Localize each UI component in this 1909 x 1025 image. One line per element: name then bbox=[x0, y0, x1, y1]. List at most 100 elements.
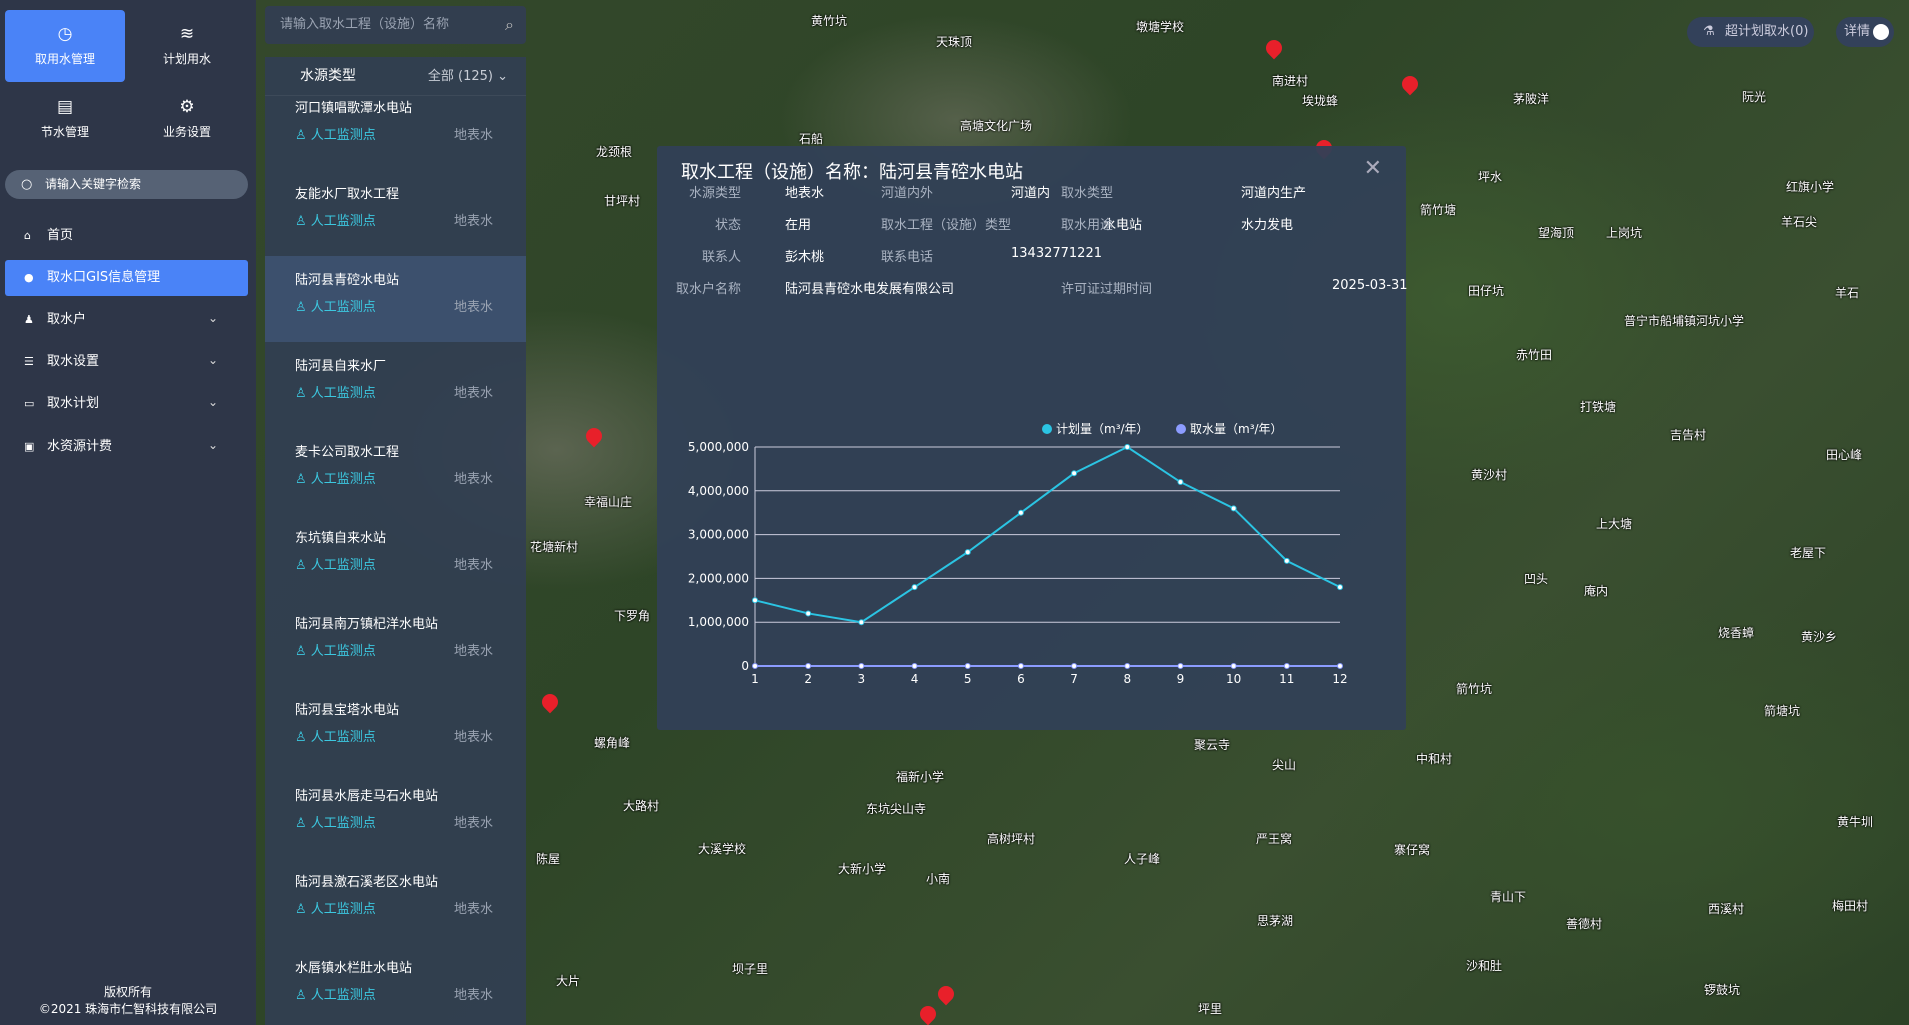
list-item[interactable]: 陆河县自来水厂 ♙ 人工监测点 地表水 bbox=[265, 342, 526, 428]
keyword-search-input[interactable]: ○ 请输入关键字检索 bbox=[5, 170, 248, 199]
user-icon: ♙ bbox=[295, 128, 307, 143]
data-point bbox=[752, 663, 758, 669]
list-item[interactable]: 河口镇唱歌潭水电站 ♙ 人工监测点 地表水 bbox=[265, 84, 526, 170]
map-label: 严王窝 bbox=[1256, 832, 1293, 846]
facility-name: 东坑镇自来水站 bbox=[295, 531, 387, 546]
map-marker-pin[interactable] bbox=[916, 1002, 940, 1025]
menu-label: 取水户 bbox=[47, 312, 87, 327]
map-label: 沙和肚 bbox=[1466, 959, 1503, 973]
map-label: 普宁市船埔镇河坑小学 bbox=[1624, 314, 1745, 328]
menu-water-billing[interactable]: ▣ 水资源计费 ⌄ bbox=[5, 429, 248, 465]
map-label: 高树坪村 bbox=[987, 832, 1036, 846]
list-item[interactable]: 陆河县水唇走马石水电站 ♙ 人工监测点 地表水 bbox=[265, 772, 526, 858]
legend-label: 计划量（m³/年） bbox=[1056, 422, 1149, 436]
search-icon: ○ bbox=[21, 177, 33, 192]
search-icon[interactable]: ⌕ bbox=[505, 15, 514, 34]
chart-icon: ▣ bbox=[24, 440, 35, 453]
map-marker-pin[interactable] bbox=[582, 424, 606, 448]
list-item[interactable]: 陆河县南万镇杞洋水电站 ♙ 人工监测点 地表水 bbox=[265, 600, 526, 686]
nav-label: 业务设置 bbox=[162, 125, 211, 139]
field-value: 地表水 bbox=[785, 186, 825, 201]
map-label: 幸福山庄 bbox=[584, 495, 633, 509]
menu-water-plan[interactable]: ▭ 取水计划 ⌄ bbox=[5, 386, 248, 422]
map-marker-pin[interactable] bbox=[934, 982, 958, 1006]
search-placeholder: 请输入取水工程（设施）名称 bbox=[280, 17, 450, 32]
detail-toggle[interactable]: 详情 bbox=[1836, 17, 1894, 47]
map-label: 阮光 bbox=[1742, 90, 1767, 104]
field-value: 河道内 bbox=[1011, 186, 1051, 201]
data-point bbox=[805, 663, 812, 669]
filter-dropdown[interactable]: 全部 (125) ⌄ bbox=[428, 57, 508, 96]
field-value: 水电站 bbox=[1103, 218, 1143, 233]
map-label: 埃垅蜂 bbox=[1302, 94, 1339, 108]
map-label: 大路村 bbox=[623, 799, 660, 813]
nav-water-management[interactable]: ◷ 取用水管理 bbox=[5, 10, 125, 82]
map-label: 人子峰 bbox=[1124, 852, 1161, 866]
nav-business-settings[interactable]: ⚙ 业务设置 bbox=[127, 83, 247, 155]
map-marker-pin[interactable] bbox=[538, 690, 562, 714]
user-icon: ♙ bbox=[295, 902, 307, 917]
facility-name: 陆河县南万镇杞洋水电站 bbox=[295, 617, 439, 632]
database-icon: ☰ bbox=[24, 355, 34, 368]
water-type: 地表水 bbox=[454, 644, 494, 659]
menu-label: 水资源计费 bbox=[47, 439, 113, 454]
water-source-filter[interactable]: 水源类型 全部 (125) ⌄ bbox=[265, 57, 526, 96]
monitor-type: ♙ 人工监测点 bbox=[295, 382, 376, 401]
dialog-title: 取水工程（设施）名称：陆河县青硿水电站 bbox=[681, 162, 1023, 183]
search-placeholder: 请输入关键字检索 bbox=[45, 177, 142, 191]
list-item[interactable]: 陆河县激石溪老区水电站 ♙ 人工监测点 地表水 bbox=[265, 858, 526, 944]
nav-water-saving[interactable]: ▤ 节水管理 bbox=[5, 83, 125, 155]
over-plan-button[interactable]: ⚗ 超计划取水(0) bbox=[1687, 17, 1814, 47]
menu-label: 取水计划 bbox=[47, 396, 100, 411]
map-label: 打铁塘 bbox=[1580, 400, 1617, 414]
facility-name: 陆河县自来水厂 bbox=[295, 359, 387, 374]
map-label: 青山下 bbox=[1490, 890, 1527, 904]
x-tick-label: 6 bbox=[1017, 672, 1025, 686]
list-item[interactable]: 陆河县青硿水电站 ♙ 人工监测点 地表水 bbox=[265, 256, 526, 342]
facility-name: 河口镇唱歌潭水电站 bbox=[295, 101, 413, 116]
data-point bbox=[752, 597, 758, 604]
monitor-type: ♙ 人工监测点 bbox=[295, 812, 376, 831]
list-item[interactable]: 麦卡公司取水工程 ♙ 人工监测点 地表水 bbox=[265, 428, 526, 514]
water-type: 地表水 bbox=[454, 730, 494, 745]
water-type: 地表水 bbox=[454, 128, 494, 143]
user-icon: ♙ bbox=[295, 816, 307, 831]
list-item[interactable]: 东坑镇自来水站 ♙ 人工监测点 地表水 bbox=[265, 514, 526, 600]
map-marker-pin[interactable] bbox=[1262, 36, 1286, 60]
list-item[interactable]: 友能水厂取水工程 ♙ 人工监测点 地表水 bbox=[265, 170, 526, 256]
monitor-type: ♙ 人工监测点 bbox=[295, 898, 376, 917]
user-icon: ♙ bbox=[295, 386, 307, 401]
legend-label: 取水量（m³/年） bbox=[1190, 422, 1283, 436]
menu-home[interactable]: ⌂ 首页 bbox=[5, 218, 248, 254]
water-type: 地表水 bbox=[454, 558, 494, 573]
nav-planned-water[interactable]: ≋ 计划用水 bbox=[127, 10, 247, 82]
menu-water-users[interactable]: ♟ 取水户 ⌄ bbox=[5, 302, 248, 338]
user-icon: ♙ bbox=[295, 214, 307, 229]
map-label: 黄沙乡 bbox=[1801, 630, 1838, 644]
facility-name: 友能水厂取水工程 bbox=[295, 187, 400, 202]
data-point bbox=[1283, 663, 1290, 669]
monitor-type: ♙ 人工监测点 bbox=[295, 124, 376, 143]
data-point bbox=[1230, 505, 1237, 512]
field-label: 取水户名称 bbox=[675, 282, 741, 297]
user-icon: ♙ bbox=[295, 300, 307, 315]
water-type: 地表水 bbox=[454, 988, 494, 1003]
menu-gis[interactable]: ● 取水口GIS信息管理 bbox=[5, 260, 248, 296]
map-label: 天珠顶 bbox=[936, 35, 973, 49]
monitor-type: ♙ 人工监测点 bbox=[295, 210, 376, 229]
list-item[interactable]: 陆河县宝塔水电站 ♙ 人工监测点 地表水 bbox=[265, 686, 526, 772]
monitor-label: 人工监测点 bbox=[310, 472, 376, 487]
map-marker-pin[interactable] bbox=[1398, 72, 1422, 96]
waves-icon: ≋ bbox=[179, 24, 195, 44]
list-item[interactable]: 水唇镇水栏肚水电站 ♙ 人工监测点 地表水 bbox=[265, 944, 526, 1025]
field-label: 水源类型 bbox=[688, 186, 741, 201]
monitor-type: ♙ 人工监测点 bbox=[295, 296, 376, 315]
close-icon[interactable]: ✕ bbox=[1363, 156, 1382, 181]
user-icon: ♟ bbox=[24, 313, 34, 326]
field-label: 联系人 bbox=[701, 250, 741, 265]
y-tick-label: 1,000,000 bbox=[688, 615, 749, 629]
menu-water-settings[interactable]: ☰ 取水设置 ⌄ bbox=[5, 344, 248, 380]
data-point bbox=[911, 584, 918, 591]
calendar-icon: ▭ bbox=[24, 397, 35, 410]
facility-search-input[interactable]: 请输入取水工程（设施）名称 ⌕ bbox=[265, 6, 526, 44]
